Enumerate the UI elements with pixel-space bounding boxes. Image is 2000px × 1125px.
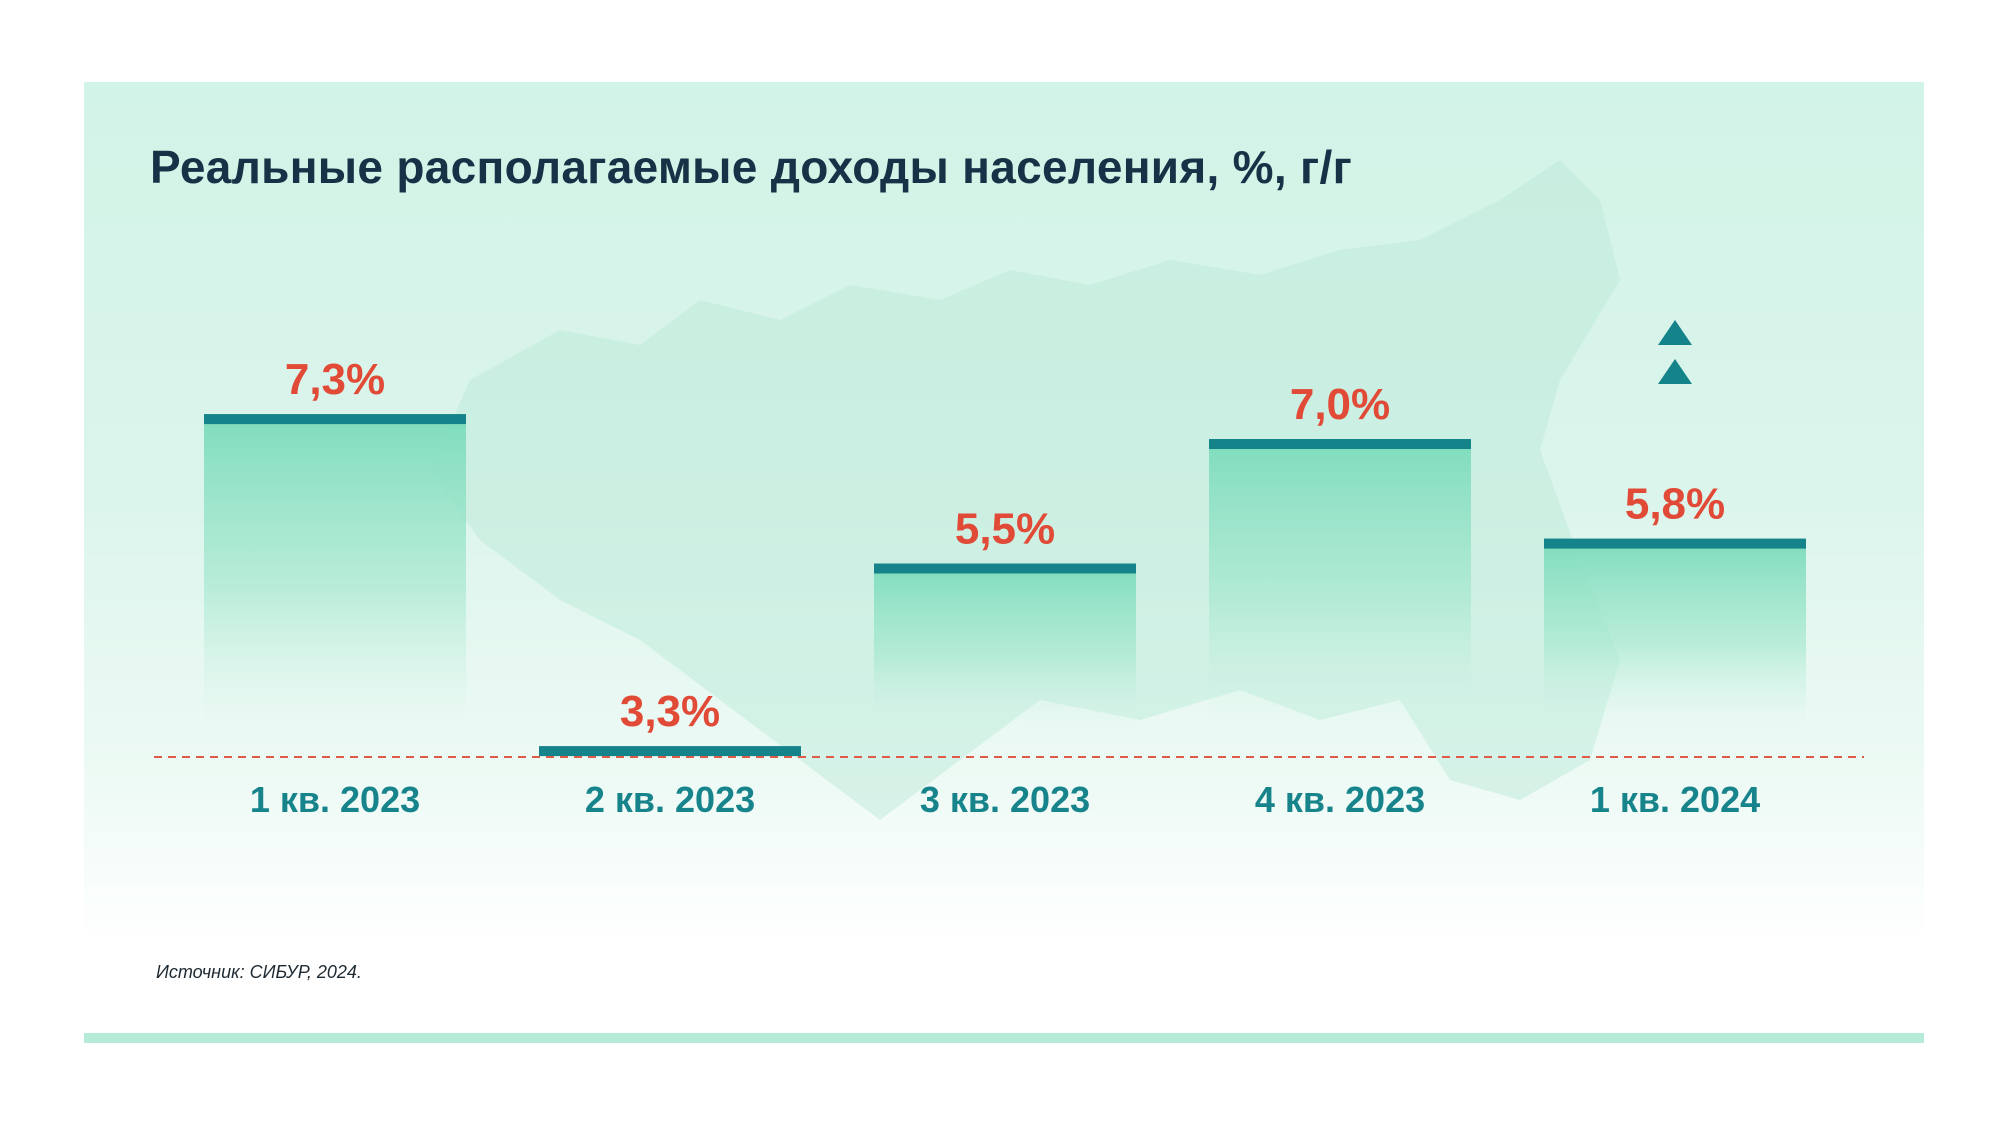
up-arrow-icon [1658,320,1692,345]
chart-title: Реальные располагаемые доходы населения,… [150,141,1353,193]
category-label: 1 кв. 2024 [1590,779,1760,820]
bar-cap [204,414,466,425]
category-label: 1 кв. 2023 [250,779,420,820]
value-label: 3,3% [620,687,720,736]
up-arrows-icon [1658,320,1692,384]
bar-cap [1209,439,1471,449]
bar-cap [539,746,801,757]
value-label: 7,3% [285,355,385,404]
bar [204,414,466,730]
bar [874,563,1136,730]
source-note: Источник: СИБУР, 2024. [156,962,362,982]
bar [1544,538,1806,730]
category-label: 2 кв. 2023 [585,779,755,820]
bar [1209,439,1471,730]
category-label: 3 кв. 2023 [920,779,1090,820]
value-label: 5,8% [1625,480,1725,529]
value-label: 5,5% [955,505,1055,554]
bar-cap [874,563,1136,574]
category-label: 4 кв. 2023 [1255,779,1425,820]
up-arrow-icon [1658,359,1692,384]
footer-bar [84,1033,1924,1043]
value-label: 7,0% [1290,380,1390,429]
bar-cap [1544,538,1806,549]
